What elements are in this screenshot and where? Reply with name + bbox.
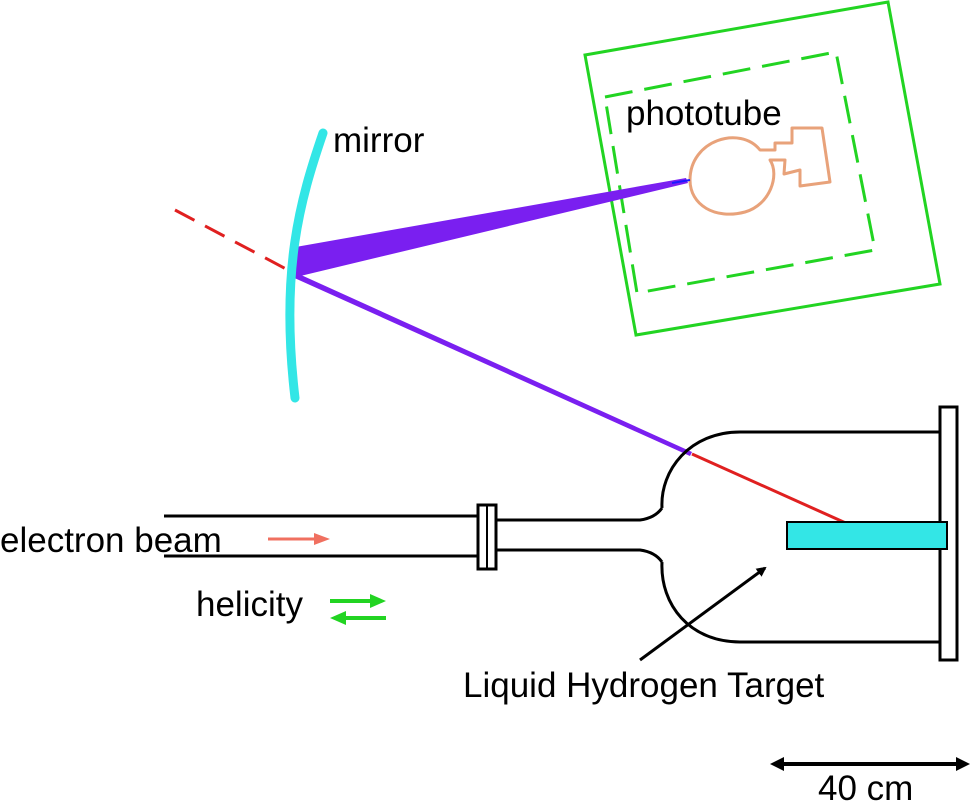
cherenkov-light-cone-lower — [290, 270, 692, 456]
phototube-icon — [688, 126, 832, 216]
phototube-label: phototube — [626, 94, 782, 133]
outer-detector-box — [583, 0, 942, 337]
helicity-arrowhead-left — [330, 611, 346, 625]
mirror-icon — [285, 128, 328, 403]
scale-label: 40 cm — [818, 769, 913, 801]
target-label: Liquid Hydrogen Target — [463, 666, 825, 705]
photon-focus-line — [671, 179, 691, 184]
hydrogen-target-cell — [786, 521, 948, 550]
helicity-label: helicity — [196, 585, 303, 624]
narrow-pipe-top — [496, 507, 664, 522]
mirror-label: mirror — [333, 121, 425, 160]
scattered-path-dashed — [174, 208, 289, 272]
electron-beam-label: electron beam — [0, 521, 222, 560]
inner-dashed-box — [603, 50, 877, 295]
narrow-pipe-bottom — [496, 548, 664, 563]
helicity-arrowhead-right — [370, 594, 386, 608]
target-pointer-arrow — [639, 566, 767, 662]
cherenkov-light-cone-upper — [290, 178, 688, 278]
scattered-path — [691, 452, 849, 526]
beam-arrowhead — [314, 533, 330, 545]
